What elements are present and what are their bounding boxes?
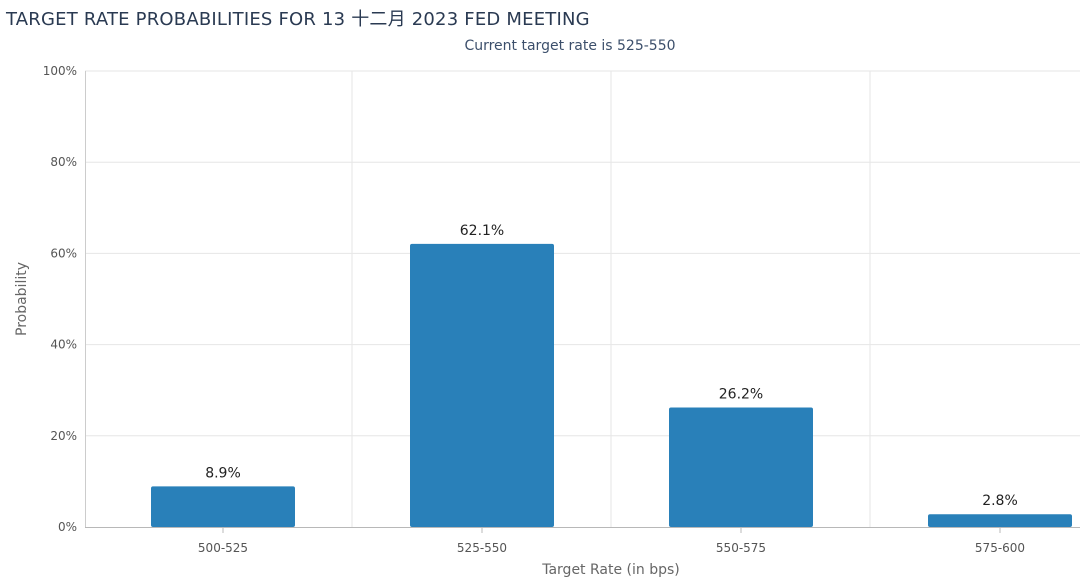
y-tick-label: 80% [50,155,77,169]
y-tick-label: 40% [50,338,77,352]
gridlines [85,70,1080,527]
x-tick-label: 550-575 [716,541,766,555]
chart-title: TARGET RATE PROBABILITIES FOR 13 十二月 202… [6,9,590,30]
data-label: 2.8% [982,493,1018,509]
chart-subtitle: Current target rate is 525-550 [464,38,676,54]
bar-575-600[interactable] [928,514,1072,527]
bar-500-525[interactable] [151,486,295,527]
data-label: 62.1% [460,223,504,239]
y-tick-label: 100% [43,64,77,78]
x-tick-label: 525-550 [457,541,507,555]
bar-550-575[interactable] [669,407,813,527]
data-label: 26.2% [719,387,763,403]
x-tick-label: 500-525 [198,541,248,555]
x-tick-label: 575-600 [975,541,1025,555]
y-tick-label: 0% [58,520,77,534]
y-tick-label: 20% [50,429,77,443]
bar-525-550[interactable] [410,243,554,527]
data-label: 8.9% [205,465,241,481]
y-axis-ticks: 0% 20% 40% 60% 80% 100% [43,64,77,534]
y-axis-label: Probability [14,262,30,336]
x-axis-label: Target Rate (in bps) [541,562,680,578]
bars [151,243,1072,527]
y-tick-label: 60% [50,246,77,260]
x-axis-ticks: 500-525 525-550 550-575 575-600 [198,527,1025,555]
data-labels: 8.9% 62.1% 26.2% 2.8% [205,223,1018,509]
